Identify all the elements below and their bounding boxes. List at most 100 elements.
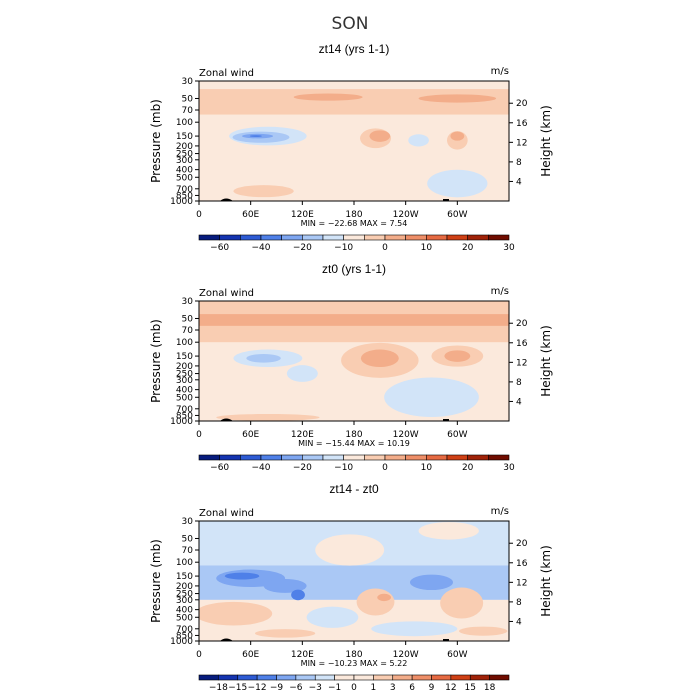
height-tick-label: 16 [516, 119, 528, 129]
height-tick-label: 20 [516, 319, 528, 329]
colorbar-swatch [353, 674, 374, 681]
contour-region [315, 534, 385, 566]
y-tick-label: 700 [176, 405, 193, 415]
colorbar-label: −10 [334, 243, 353, 253]
colorbar-swatch [256, 674, 277, 681]
colorbar-swatch [218, 674, 239, 681]
contour-field [199, 89, 509, 201]
contour-region [233, 185, 294, 198]
contour-field [199, 301, 509, 421]
x-tick-label: 180 [345, 430, 362, 440]
contour-region [377, 593, 392, 602]
y-tick-label: 400 [176, 166, 193, 176]
contour-region [224, 572, 260, 580]
colorbar-label: −20 [293, 243, 312, 253]
colorbar-swatch [431, 674, 452, 681]
colorbar-swatch [219, 454, 241, 461]
colorbar-label: 10 [421, 243, 433, 253]
y-tick-label: 150 [176, 572, 193, 582]
x-tick-label: 60E [242, 650, 259, 660]
colorbar-swatch [295, 674, 316, 681]
min-max-stats: MIN = −22.68 MAX = 7.54 [301, 219, 408, 228]
colorbar-label: −18 [209, 683, 228, 693]
contour-region [306, 606, 359, 628]
contour-region [384, 377, 479, 418]
y-axis-right-label: Height (km) [539, 105, 553, 176]
x-tick-label: 120W [393, 210, 419, 220]
height-tick-label: 20 [516, 99, 528, 109]
colorbar-swatch [343, 454, 365, 461]
colorbar-swatch [260, 454, 282, 461]
colorbar-swatch [322, 454, 344, 461]
y-tick-label: 1000 [170, 417, 193, 427]
y-tick-label: 70 [182, 546, 194, 556]
contour-region [450, 131, 465, 141]
y-tick-label: 50 [182, 94, 194, 104]
x-tick-label: 120W [393, 430, 419, 440]
panel-title: zt14 (yrs 1-1) [319, 42, 390, 56]
colorbar-swatch [364, 234, 386, 241]
colorbar-label: 18 [484, 683, 496, 693]
contour-region [444, 350, 471, 362]
colorbar-label: 0 [382, 463, 388, 473]
colorbar-swatch [426, 454, 448, 461]
colorbar-label: −1 [328, 683, 341, 693]
y-axis-right-label: Height (km) [539, 325, 553, 396]
colorbar-swatch [426, 234, 448, 241]
contour-region [440, 587, 484, 619]
colorbar-swatch [405, 454, 427, 461]
colorbar-label: 9 [429, 683, 435, 693]
contour-region [246, 353, 281, 363]
panel-2: zt0 (yrs 1-1)Zonal wind m/s30507010015020… [149, 262, 553, 473]
x-tick-label: 60W [447, 210, 467, 220]
colorbar-swatch [467, 454, 489, 461]
y-tick-label: 100 [176, 338, 193, 348]
colorbar-label: 30 [503, 243, 515, 253]
colorbar: −60 −40 −20 −10 0 10 20 30 [198, 234, 515, 253]
y-tick-label: 70 [182, 106, 194, 116]
x-tick-label: 0 [196, 210, 202, 220]
colorbar-swatch [411, 674, 432, 681]
colorbar-label: 15 [465, 683, 476, 693]
colorbar-label: −10 [334, 463, 353, 473]
colorbar-swatch [364, 454, 386, 461]
colorbar-label: −40 [252, 243, 271, 253]
figure-title: SON [332, 14, 369, 34]
colorbar-swatch [237, 674, 258, 681]
colorbar-label: 6 [409, 683, 415, 693]
x-tick-label: 60W [447, 650, 467, 660]
height-tick-label: 12 [516, 138, 527, 148]
x-tick-label: 180 [345, 210, 362, 220]
colorbar-swatch [446, 454, 468, 461]
x-tick-label: 60W [447, 430, 467, 440]
contour-band [199, 314, 509, 326]
colorbar-swatch [489, 674, 510, 681]
y-tick-label: 300 [176, 376, 193, 386]
y-axis-label: Pressure (mb) [149, 99, 163, 183]
height-tick-label: 4 [516, 397, 522, 407]
variable-label: Zonal wind [199, 288, 254, 299]
colorbar-swatch [240, 454, 262, 461]
y-tick-label: 500 [176, 613, 193, 623]
variable-label: Zonal wind [199, 68, 254, 79]
colorbar-swatch [373, 674, 394, 681]
height-tick-label: 12 [516, 358, 527, 368]
contour-region [216, 413, 320, 421]
contour-region [286, 365, 318, 382]
y-axis-label: Pressure (mb) [149, 319, 163, 403]
contour-region [418, 522, 479, 540]
x-tick-label: 60E [242, 430, 259, 440]
y-tick-label: 70 [182, 326, 194, 336]
height-tick-label: 4 [516, 617, 522, 627]
y-tick-label: 250 [176, 590, 193, 600]
units-label: m/s [491, 286, 509, 297]
colorbar-swatch [405, 234, 427, 241]
colorbar-swatch [343, 234, 365, 241]
x-tick-label: 180 [345, 650, 362, 660]
colorbar-swatch [314, 674, 335, 681]
contour-region [293, 93, 363, 101]
y-tick-label: 500 [176, 173, 193, 183]
colorbar-label: −12 [248, 683, 267, 693]
height-tick-label: 8 [516, 378, 522, 388]
topography [220, 198, 233, 201]
